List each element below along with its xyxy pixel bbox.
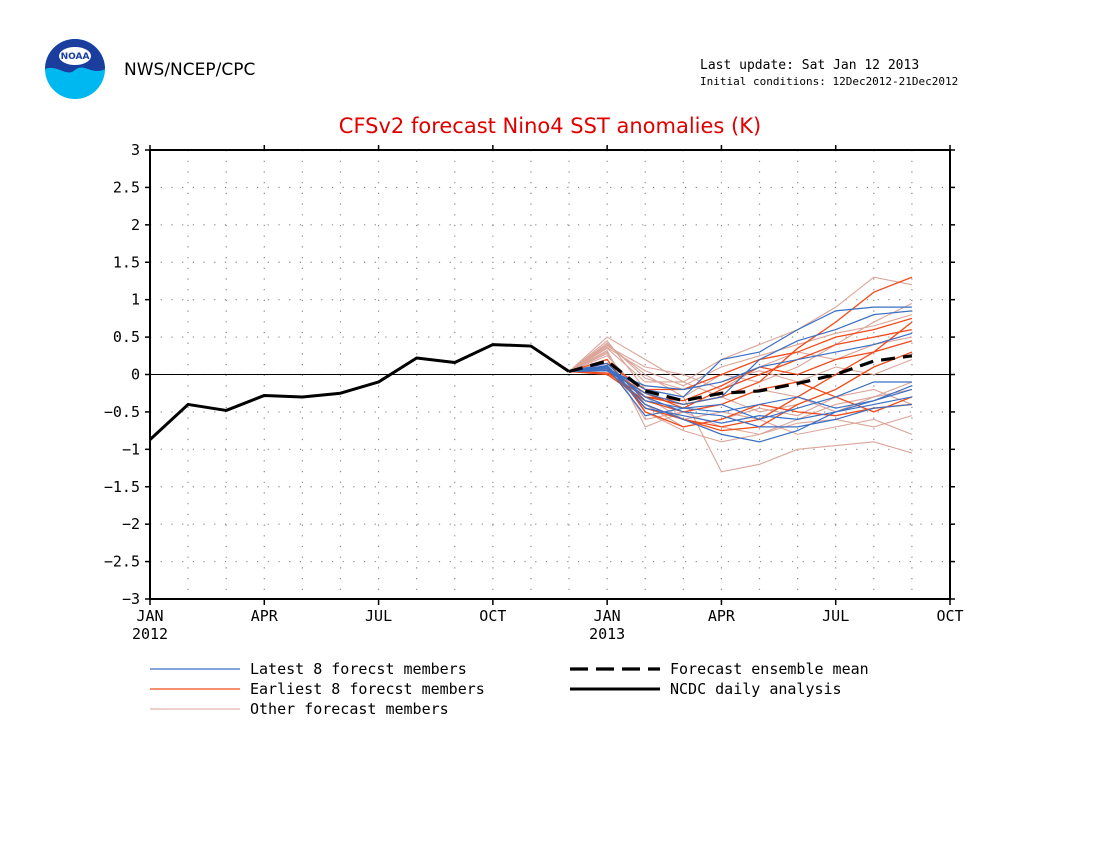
last-update: Last update: Sat Jan 12 2013 bbox=[700, 58, 920, 73]
y-tick-label: −0.5 bbox=[104, 403, 140, 421]
y-tick-label: 1 bbox=[131, 291, 140, 309]
y-tick-label: 2.5 bbox=[113, 178, 140, 196]
x-tick-label: OCT bbox=[479, 607, 506, 625]
latest-member-line bbox=[569, 332, 913, 391]
y-tick-label: −2.5 bbox=[104, 553, 140, 571]
latest-member-line bbox=[568, 365, 913, 424]
y-tick-label: −2 bbox=[122, 515, 140, 533]
y-tick-label: 1.5 bbox=[113, 253, 140, 271]
legend-label-earliest: Earliest 8 forecst members bbox=[250, 680, 485, 698]
legend-label-latest: Latest 8 forecst members bbox=[250, 660, 467, 678]
x-tick-label: OCT bbox=[936, 607, 963, 625]
latest-member-line bbox=[569, 306, 912, 398]
ensemble-mean-line bbox=[568, 354, 913, 403]
x-tick-year-label: 2012 bbox=[132, 625, 168, 643]
org-name: NWS/NCEP/CPC bbox=[124, 60, 256, 80]
noaa-logo: NOAA bbox=[45, 39, 105, 99]
legend-label-analysis: NCDC daily analysis bbox=[670, 680, 842, 698]
other-member-line bbox=[568, 349, 913, 435]
legend-label-other: Other forecast members bbox=[250, 700, 449, 718]
y-tick-label: −3 bbox=[122, 590, 140, 608]
latest-member-line bbox=[568, 364, 913, 443]
x-tick-label: APR bbox=[251, 607, 279, 625]
earliest-member-line bbox=[568, 317, 913, 391]
y-tick-label: 0 bbox=[131, 366, 140, 384]
y-tick-label: 2 bbox=[131, 216, 140, 234]
y-tick-label: −1 bbox=[122, 440, 140, 458]
x-tick-year-label: 2013 bbox=[589, 625, 625, 643]
other-member-line bbox=[568, 314, 913, 387]
x-tick-label: JUL bbox=[365, 607, 392, 625]
plot-frame bbox=[149, 149, 951, 600]
x-tick-label: JAN bbox=[136, 607, 163, 625]
analysis-line bbox=[148, 343, 570, 441]
logo-text: NOAA bbox=[61, 52, 90, 62]
y-tick-label: 0.5 bbox=[113, 328, 140, 346]
chart-title: CFSv2 forecast Nino4 SST anomalies (K) bbox=[338, 114, 762, 138]
x-tick-label: APR bbox=[708, 607, 736, 625]
initial-conditions: Initial conditions: 12Dec2012-21Dec2012 bbox=[700, 75, 959, 88]
x-tick-label: JAN bbox=[594, 607, 621, 625]
y-tick-label: 3 bbox=[131, 141, 140, 159]
x-tick-label: JUL bbox=[822, 607, 849, 625]
y-tick-label: −1.5 bbox=[104, 478, 140, 496]
earliest-member-line bbox=[568, 328, 913, 409]
latest-member-line bbox=[568, 362, 913, 413]
latest-member-line bbox=[568, 366, 912, 421]
legend-label-mean: Forecast ensemble mean bbox=[670, 660, 869, 678]
